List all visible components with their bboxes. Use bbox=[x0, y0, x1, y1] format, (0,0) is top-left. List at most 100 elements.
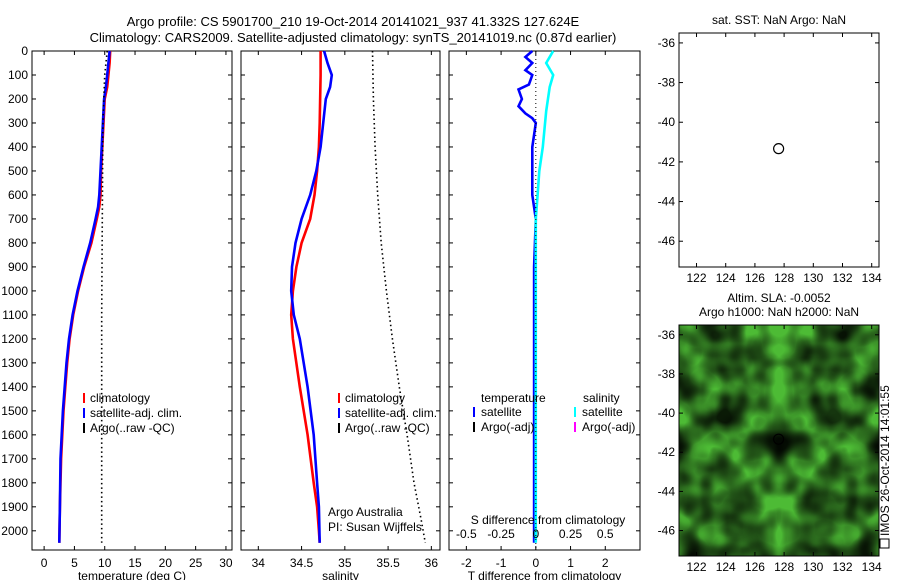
y-tick-label: 1700 bbox=[1, 452, 28, 466]
x-tick-label: 30 bbox=[219, 556, 233, 570]
difference-frame bbox=[448, 50, 641, 551]
legend-label: climatology bbox=[345, 391, 405, 405]
legend-header: temperature bbox=[481, 391, 546, 405]
x-tick-label: 128 bbox=[774, 271, 794, 285]
map-title: Argo h1000: NaN h2000: NaN bbox=[699, 305, 859, 319]
x-tick-label: 5 bbox=[71, 556, 78, 570]
s-tick-label: -0.25 bbox=[487, 527, 515, 541]
x-tick-label: 126 bbox=[745, 271, 765, 285]
argo-position-marker bbox=[773, 433, 785, 445]
y-tick-label: 1300 bbox=[1, 356, 28, 370]
header-line-1: Argo profile: CS 5901700_210 19-Oct-2014… bbox=[127, 14, 580, 29]
s-tick-label: 0.25 bbox=[559, 527, 583, 541]
legend-label: satellite bbox=[582, 405, 623, 419]
x-tick-label: 124 bbox=[716, 271, 736, 285]
x-tick-label: -2 bbox=[461, 556, 472, 570]
legend-label: Argo(..raw -QC) bbox=[90, 421, 175, 435]
x-tick-label: 15 bbox=[128, 556, 142, 570]
side-stamp-text: IMOS 26-Oct-2014 14:01:55 bbox=[878, 385, 892, 536]
x-tick-label: 124 bbox=[716, 560, 736, 574]
legend-label: Argo(-adj) bbox=[481, 420, 534, 434]
x-tick-label: 0 bbox=[41, 556, 48, 570]
y-tick-label: 2000 bbox=[1, 524, 28, 538]
x-tick-label: 132 bbox=[832, 271, 852, 285]
y-tick-label: 100 bbox=[8, 68, 28, 82]
y-tick-label: 1100 bbox=[2, 308, 28, 322]
x-axis-label: temperature (deg C) bbox=[78, 569, 186, 580]
x-tick-label: 134 bbox=[862, 560, 882, 574]
x-tick-label: 134 bbox=[862, 271, 882, 285]
x-tick-label: 130 bbox=[803, 271, 823, 285]
x-tick-label: 122 bbox=[687, 271, 707, 285]
sst-map-panel: 122 124 126 128 130 132 134 -36 -38 -40 -42 -44 -46 s… bbox=[658, 13, 882, 285]
y-tick-label: 0 bbox=[21, 44, 28, 58]
y-tick-label: 200 bbox=[8, 92, 28, 106]
y-tick-label: -46 bbox=[658, 524, 676, 538]
legend-label: Argo(-adj) bbox=[582, 420, 635, 434]
y-tick-label: -38 bbox=[658, 367, 676, 381]
salinity-panel: 34 34.5 35 35.5 36 salinity climatologysatelli… bbox=[240, 50, 441, 580]
x-axis-label: salinity bbox=[322, 569, 359, 580]
s-tick-label: -0.5 bbox=[456, 527, 477, 541]
y-tick-label: -40 bbox=[658, 115, 676, 129]
x-tick-label: 36 bbox=[425, 556, 439, 570]
y-tick-label: -44 bbox=[658, 195, 676, 209]
difference-series-satellite-temperature bbox=[516, 50, 538, 543]
sla_map-frame bbox=[678, 324, 880, 557]
x-tick-label: 34.5 bbox=[290, 556, 314, 570]
x-tick-label: 20 bbox=[159, 556, 173, 570]
y-tick-label: 1800 bbox=[1, 476, 28, 490]
sst_map-frame bbox=[678, 32, 880, 268]
y-tick-label: 800 bbox=[8, 236, 28, 250]
temperature-panel: 0100200300400500600700800900100011001200… bbox=[1, 44, 233, 580]
x-axis-label: T difference from climatology bbox=[468, 569, 622, 580]
map-title: sat. SST: NaN Argo: NaN bbox=[712, 13, 846, 27]
salinity-series-climatology bbox=[289, 51, 322, 543]
annotation-line: PI: Susan Wijffels bbox=[328, 520, 422, 534]
sla-field-highs bbox=[679, 325, 879, 556]
y-tick-label: -40 bbox=[658, 406, 676, 420]
temperature-series-satellite-adj-clim- bbox=[58, 50, 111, 543]
y-tick-label: 900 bbox=[8, 260, 28, 274]
y-tick-label: 1600 bbox=[1, 428, 28, 442]
difference-series-satellite-salinity bbox=[534, 50, 555, 543]
salinity-series-argo-raw-qc- bbox=[371, 50, 427, 543]
x-tick-label: 122 bbox=[687, 560, 707, 574]
x-tick-label: 126 bbox=[745, 560, 765, 574]
y-tick-label: -36 bbox=[658, 328, 676, 342]
y-tick-label: -42 bbox=[658, 155, 676, 169]
map-title: Altim. SLA: -0.0052 bbox=[727, 291, 831, 305]
salinity-frame bbox=[240, 50, 441, 551]
temperature-frame bbox=[31, 50, 233, 551]
annotation-line: Argo Australia bbox=[328, 505, 403, 519]
x-tick-label: 34 bbox=[252, 556, 266, 570]
temperature-series-argo-raw-qc- bbox=[100, 50, 108, 543]
s-tick-label: 0.5 bbox=[597, 527, 614, 541]
x-tick-label: 25 bbox=[189, 556, 203, 570]
y-tick-label: 1000 bbox=[1, 284, 28, 298]
y-tick-label: 700 bbox=[8, 212, 28, 226]
x-tick-label: 2 bbox=[602, 556, 609, 570]
argo-position-marker bbox=[773, 143, 785, 155]
x-tick-label: 35 bbox=[338, 556, 352, 570]
legend-header: salinity bbox=[583, 391, 620, 405]
sla-field-highs-group bbox=[679, 325, 879, 556]
y-tick-label: -44 bbox=[658, 484, 676, 498]
y-tick-label: 300 bbox=[8, 116, 28, 130]
y-tick-label: -38 bbox=[658, 76, 676, 90]
y-tick-label: 500 bbox=[8, 164, 28, 178]
x-tick-label: 130 bbox=[803, 560, 823, 574]
header-line-2: Climatology: CARS2009. Satellite-adjuste… bbox=[90, 30, 617, 45]
x-tick-label: 35.5 bbox=[376, 556, 400, 570]
y-tick-label: 1900 bbox=[1, 500, 28, 514]
legend-label: satellite-adj. clim. bbox=[345, 406, 437, 420]
legend-label: Argo(..raw -QC) bbox=[345, 421, 430, 435]
x-tick-label: 10 bbox=[98, 556, 112, 570]
legend-label: climatology bbox=[90, 391, 150, 405]
y-tick-label: 1400 bbox=[1, 380, 28, 394]
sla-map-panel: 122 124 126 128 130 132 134 -36 -38 -40 -42 -44 -46 A… bbox=[658, 291, 882, 574]
y-tick-label: -36 bbox=[658, 36, 676, 50]
side-stamp: IMOS 26-Oct-2014 14:01:55 bbox=[878, 385, 892, 549]
x-tick-label: 1 bbox=[567, 556, 574, 570]
s-axis-label: S difference from climatology bbox=[471, 513, 626, 527]
